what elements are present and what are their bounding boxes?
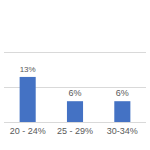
svg-text:6%: 6% bbox=[68, 88, 81, 98]
svg-text:13%: 13% bbox=[20, 65, 36, 74]
svg-text:30-34%: 30-34% bbox=[107, 126, 138, 136]
svg-text:25 - 29%: 25 - 29% bbox=[57, 126, 93, 136]
svg-text:20 - 24%: 20 - 24% bbox=[10, 126, 46, 136]
svg-text:6%: 6% bbox=[116, 88, 129, 98]
